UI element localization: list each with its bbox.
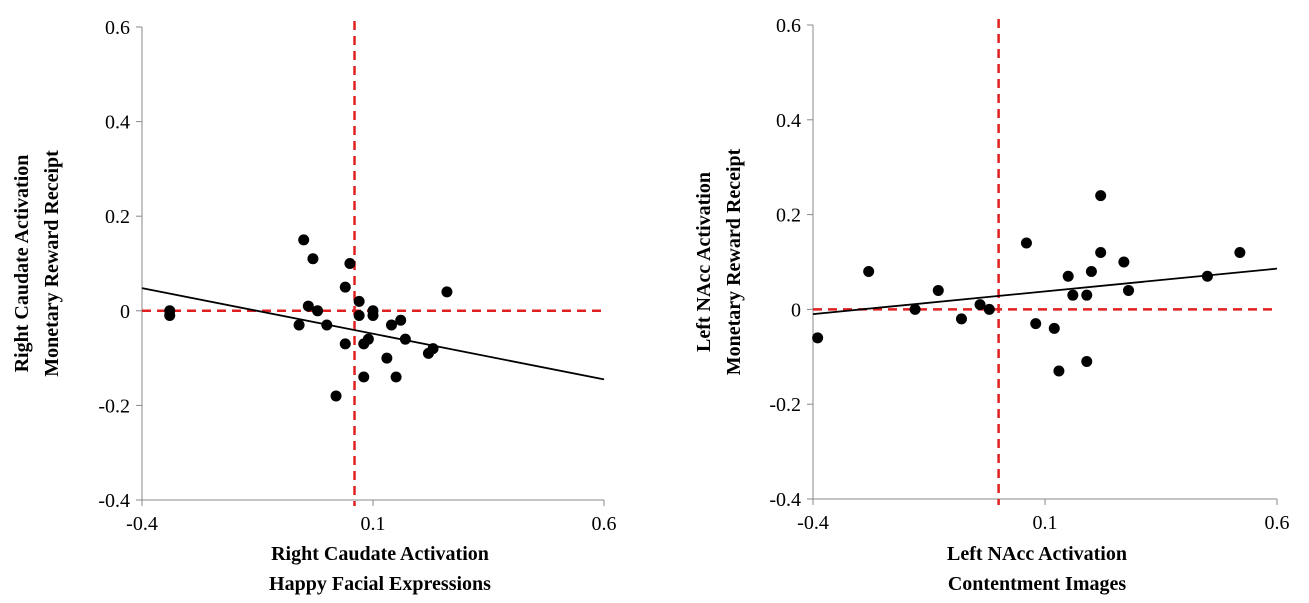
chart2-x-axis-title-line2: Contentment Images	[948, 573, 1127, 595]
chart1-data-point	[390, 371, 402, 383]
chart1-data-point	[293, 319, 305, 331]
chart2-data-point	[1081, 356, 1093, 368]
chart2-data-point	[1234, 247, 1246, 259]
chart1-data-point	[427, 343, 439, 355]
chart2-data-point	[1095, 247, 1107, 259]
chart2-y-tick-label: 0	[791, 299, 801, 321]
chart2-y-tick-label: 0.2	[776, 205, 801, 227]
chart2-x-tick-label: 0.6	[1265, 512, 1290, 534]
chart1-y-tick-label: 0	[120, 301, 130, 323]
chart2-data-point	[1085, 265, 1097, 277]
chart2-data-point	[1030, 318, 1042, 330]
chart1-data-point	[358, 371, 370, 383]
chart2-data-point	[1053, 365, 1065, 377]
chart1-data-point	[395, 314, 407, 326]
chart1-data-point	[321, 319, 333, 331]
chart1-data-point	[367, 310, 379, 322]
chart2-y-axis-title-line2: Monetary Reward Receipt	[723, 148, 745, 375]
chart1-y-axis-title-line2: Monetary Reward Receipt	[41, 150, 63, 377]
chart2-data-point	[1081, 289, 1093, 301]
chart2-data-point	[932, 284, 944, 296]
chart2-y-tick-label: 0.4	[776, 110, 801, 132]
chart1-data-point	[344, 258, 356, 269]
chart2-y-tick-label: -0.4	[769, 489, 801, 511]
chart2: -0.4 -0.2 0 0.2 0.4 0.6 -0.4 0.1 0.6 Left NAcc Ac…	[693, 15, 1290, 595]
chart1-trendline	[141, 287, 605, 381]
chart1-data-point	[164, 310, 176, 322]
chart2-data-point	[1062, 270, 1074, 282]
chart2-data-point	[983, 303, 995, 315]
chart1: -0.4 -0.2 0 0.2 0.4 0.6 -0.4 0.1 0.6 Right Caudat…	[11, 17, 617, 595]
chart1-data-point	[312, 305, 324, 317]
chart2-y-axis-title-line1: Left NAcc Activation	[693, 172, 715, 352]
chart1-data-point	[298, 234, 310, 246]
chart2-y-tick-label: -0.2	[769, 394, 801, 416]
chart2-x-tick-label: -0.4	[797, 512, 829, 534]
chart2-data-point	[955, 313, 967, 325]
chart1-data-point	[399, 333, 411, 345]
chart2-data-point	[974, 299, 986, 311]
chart1-data-point	[353, 295, 365, 307]
chart1-data-point	[339, 338, 351, 350]
chart2-data-point	[1123, 284, 1135, 296]
chart1-x-tick-label: 0.6	[592, 513, 617, 535]
chart1-x-axis-title-line1: Right Caudate Activation	[271, 543, 489, 565]
chart1-y-axis-title-line1: Right Caudate Activation	[11, 155, 33, 373]
chart2-trendline	[812, 267, 1278, 316]
chart2-data-point	[1020, 237, 1032, 249]
chart1-y-tick-label: 0.4	[105, 112, 130, 134]
chart2-data-point	[1095, 190, 1107, 202]
chart2-data-point	[1118, 256, 1130, 268]
chart1-x-axis-title-line2: Happy Facial Expressions	[269, 573, 491, 595]
chart1-x-tick-label: -0.4	[126, 513, 158, 535]
chart2-data-point	[909, 303, 921, 315]
chart1-data-point	[381, 352, 393, 364]
chart1-data-point	[441, 286, 453, 298]
chart2-data-point	[1067, 289, 1079, 301]
chart1-y-tick-label: 0.6	[105, 17, 130, 39]
chart1-y-tick-label: -0.2	[98, 395, 130, 417]
chart2-x-tick-label: 0.1	[1033, 512, 1058, 534]
chart1-x-tick-label: 0.1	[361, 513, 386, 535]
chart2-data-point	[1048, 322, 1060, 334]
chart1-data-point	[330, 390, 342, 402]
chart1-y-tick-label: -0.4	[98, 490, 130, 512]
chart2-data-point	[863, 265, 875, 277]
chart1-data-point	[353, 310, 365, 322]
chart2-data-point	[812, 332, 824, 344]
chart1-data-point	[302, 300, 314, 312]
chart1-data-point	[362, 333, 374, 345]
chart2-data-point	[1201, 270, 1213, 282]
chart1-y-tick-label: 0.2	[105, 206, 130, 228]
chart1-data-point	[339, 281, 351, 293]
chart2-x-axis-title-line1: Left NAcc Activation	[947, 543, 1127, 565]
chart1-data-point	[385, 319, 397, 331]
chart2-y-tick-label: 0.6	[776, 15, 801, 37]
chart1-data-point	[307, 253, 319, 265]
